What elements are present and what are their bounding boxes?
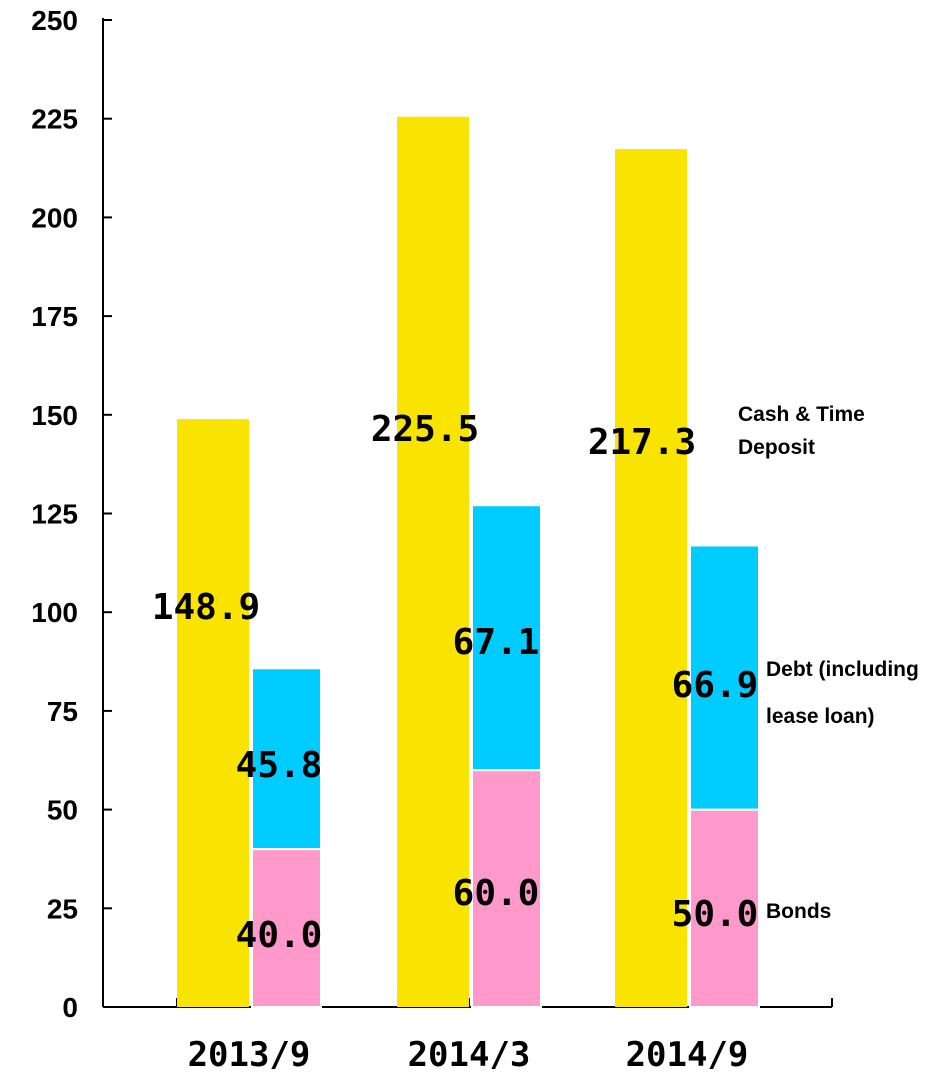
bar-bonds — [251, 848, 322, 1009]
axes: 0 25 50 75 100 125 150 175 200 225 250 2013/9 2014/3… — [31, 5, 833, 1074]
data-label-bonds: 60.0 — [453, 873, 540, 914]
bar-cash — [397, 116, 469, 1007]
y-tick-label: 200 — [31, 202, 78, 233]
data-label-cash: 148.9 — [152, 587, 260, 628]
x-category-label: 2013/9 — [188, 1035, 311, 1074]
bar-bonds — [689, 808, 760, 1008]
legend-cash-line1: Cash & Time — [738, 403, 865, 426]
data-label-cash: 217.3 — [588, 422, 696, 463]
legend-bonds: Bonds — [766, 900, 831, 923]
data-label-debt: 45.8 — [236, 745, 323, 786]
legend-debt-line1: Debt (including — [766, 658, 919, 681]
data-label-cash: 225.5 — [371, 409, 479, 450]
bar-debt — [471, 504, 542, 772]
bar-debt — [689, 544, 760, 811]
y-tick-label: 25 — [47, 893, 78, 924]
legend-debt-line2: lease loan) — [766, 705, 875, 728]
y-tick-label: 75 — [47, 696, 78, 727]
y-tick-label: 50 — [47, 795, 78, 826]
y-tick-label: 0 — [62, 992, 78, 1023]
bar-bonds — [471, 769, 542, 1008]
y-tick-label: 125 — [31, 499, 78, 530]
y-tick-label: 250 — [31, 5, 78, 36]
y-tick-label: 100 — [31, 597, 78, 628]
bar-cash — [177, 419, 249, 1007]
x-category-label: 2014/9 — [626, 1035, 749, 1074]
bar-cash — [615, 149, 687, 1007]
data-label-debt: 67.1 — [453, 622, 540, 663]
y-tick-label: 175 — [31, 301, 78, 332]
y-tick-label: 225 — [31, 104, 78, 135]
data-label-bonds: 50.0 — [672, 894, 759, 935]
y-tick-label: 150 — [31, 400, 78, 431]
legend-cash-line2: Deposit — [738, 436, 815, 459]
bars — [177, 116, 760, 1009]
bar-debt — [251, 667, 322, 851]
data-labels: 148.9 225.5 217.3 40.0 60.0 50.0 45.8 67.1 66.9 — [152, 409, 759, 956]
legend: Cash & Time Deposit Debt (including lease l… — [738, 403, 919, 923]
x-category-label: 2014/3 — [408, 1035, 531, 1074]
data-label-bonds: 40.0 — [236, 915, 323, 956]
data-label-debt: 66.9 — [672, 665, 759, 706]
